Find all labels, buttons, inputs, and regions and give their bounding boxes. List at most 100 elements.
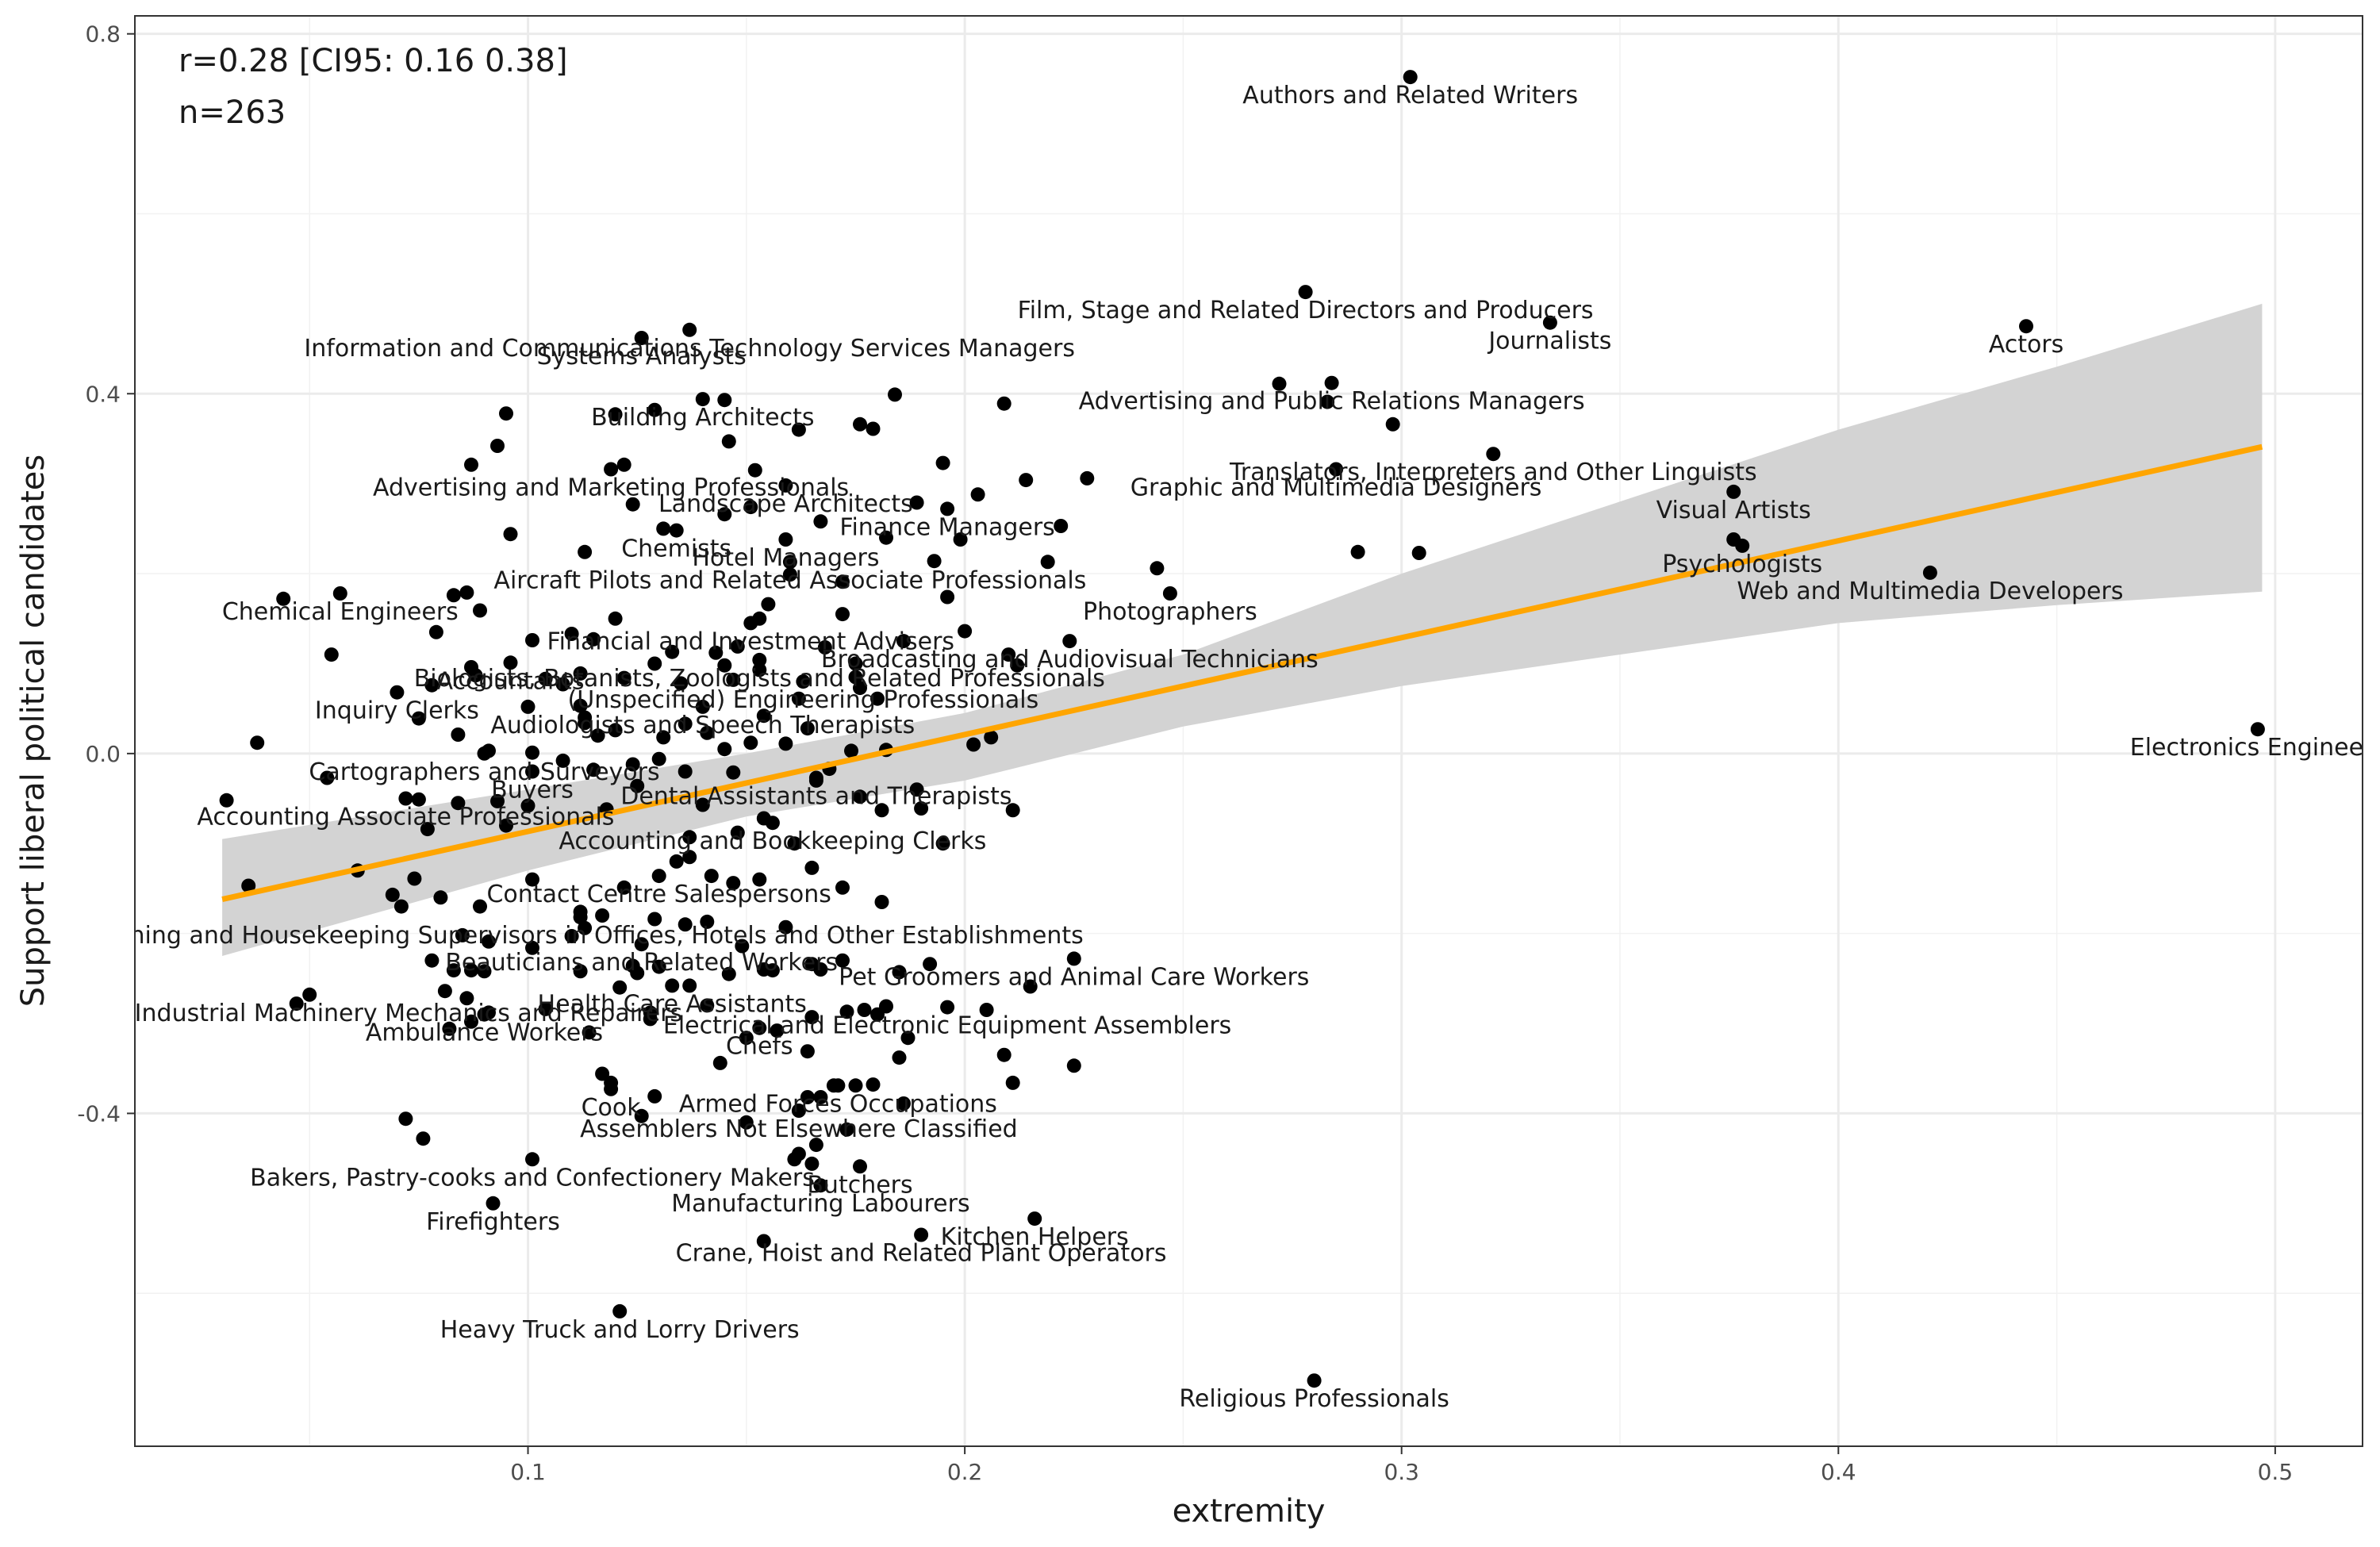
data-point — [813, 962, 828, 977]
data-point — [717, 658, 732, 673]
data-point — [958, 624, 973, 639]
data-point — [320, 770, 335, 785]
data-point — [428, 624, 443, 639]
data-point — [477, 1007, 492, 1022]
data-point — [778, 478, 793, 493]
data-point — [752, 652, 767, 667]
data-point — [879, 530, 893, 545]
data-point — [835, 574, 850, 589]
data-point — [853, 789, 867, 804]
data-point — [927, 554, 942, 569]
data-point — [813, 1178, 828, 1193]
data-point — [726, 876, 741, 891]
fit-line-layer — [221, 443, 2263, 902]
data-point — [717, 742, 732, 757]
data-point — [555, 753, 570, 768]
point-label: Psychologists — [1662, 551, 1822, 578]
confidence-band — [222, 303, 2263, 956]
data-point — [940, 1000, 955, 1015]
data-point — [800, 1090, 815, 1104]
data-point — [914, 801, 929, 816]
data-point — [590, 728, 605, 743]
data-point — [324, 647, 339, 662]
data-point — [743, 616, 758, 631]
data-point — [276, 591, 291, 606]
data-point — [778, 736, 793, 751]
data-point — [486, 1196, 501, 1211]
data-point — [573, 964, 588, 979]
data-point — [665, 644, 680, 659]
data-point — [835, 880, 850, 895]
data-point — [796, 674, 811, 689]
data-point — [874, 803, 889, 818]
data-point — [241, 878, 256, 893]
data-point — [726, 672, 741, 687]
data-point — [525, 745, 539, 760]
point-label: Cook — [582, 1094, 642, 1122]
data-point — [473, 603, 487, 618]
point-label: Landscape Architects — [658, 490, 913, 518]
data-point — [678, 764, 693, 779]
data-point — [608, 611, 623, 626]
data-point — [935, 455, 950, 470]
data-point — [804, 1156, 820, 1171]
data-point — [573, 698, 588, 713]
data-point — [804, 1010, 820, 1025]
data-point — [879, 999, 893, 1014]
data-point — [787, 1152, 802, 1167]
data-point — [1054, 519, 1069, 533]
y-tick-label: 0.4 — [85, 381, 121, 407]
point-labels-layer: Authors and Related Writers Film, Stage a… — [135, 82, 2363, 1413]
data-point — [848, 1078, 863, 1093]
data-point — [817, 640, 832, 654]
point-label: Advertising and Marketing Professionals — [373, 474, 849, 502]
data-point — [630, 778, 645, 793]
data-point — [791, 1104, 806, 1118]
point-label: Authors and Related Writers — [1242, 82, 1578, 109]
data-point — [499, 406, 513, 421]
x-tick-label: 0.1 — [510, 1459, 546, 1485]
data-point — [538, 671, 553, 686]
data-point — [743, 735, 758, 750]
data-point — [752, 1020, 767, 1035]
point-label: Armed Forces Occupations — [679, 1090, 997, 1118]
point-label: Finance Managers — [839, 513, 1054, 541]
point-label: Contact Centre Salespersons — [486, 881, 831, 908]
point-label: Accounting and Bookkeeping Clerks — [559, 827, 986, 855]
data-point — [643, 1012, 658, 1027]
data-point — [451, 796, 466, 811]
data-point — [909, 495, 924, 510]
data-point — [665, 978, 680, 993]
confidence-band-layer — [222, 303, 2263, 956]
data-point — [398, 1111, 413, 1127]
data-point — [800, 721, 815, 736]
data-point — [385, 887, 400, 902]
data-point — [490, 439, 505, 453]
data-point — [634, 331, 649, 345]
point-label: Firefighters — [426, 1208, 560, 1236]
point-label: Buyers — [491, 777, 574, 804]
point-label: Information and Communications Technolog… — [304, 335, 1075, 363]
data-point — [651, 869, 666, 884]
data-point — [970, 487, 985, 502]
data-point — [695, 699, 710, 714]
data-point — [848, 670, 863, 685]
stats-n: n=263 — [178, 94, 286, 131]
data-point — [578, 920, 593, 935]
y-tick-label: -0.4 — [77, 1100, 121, 1127]
data-point — [490, 793, 505, 808]
data-point — [752, 872, 767, 887]
data-point — [892, 965, 907, 980]
data-point — [424, 953, 440, 968]
data-point — [791, 422, 806, 437]
data-point — [835, 607, 850, 622]
data-point — [1324, 375, 1339, 390]
data-point — [765, 816, 780, 831]
data-point — [459, 991, 474, 1006]
data-point — [525, 872, 539, 887]
data-point — [874, 895, 889, 909]
stats-correlation: r=0.28 [CI95: 0.16 0.38] — [178, 43, 568, 79]
data-point — [782, 555, 797, 570]
data-point — [765, 963, 780, 978]
